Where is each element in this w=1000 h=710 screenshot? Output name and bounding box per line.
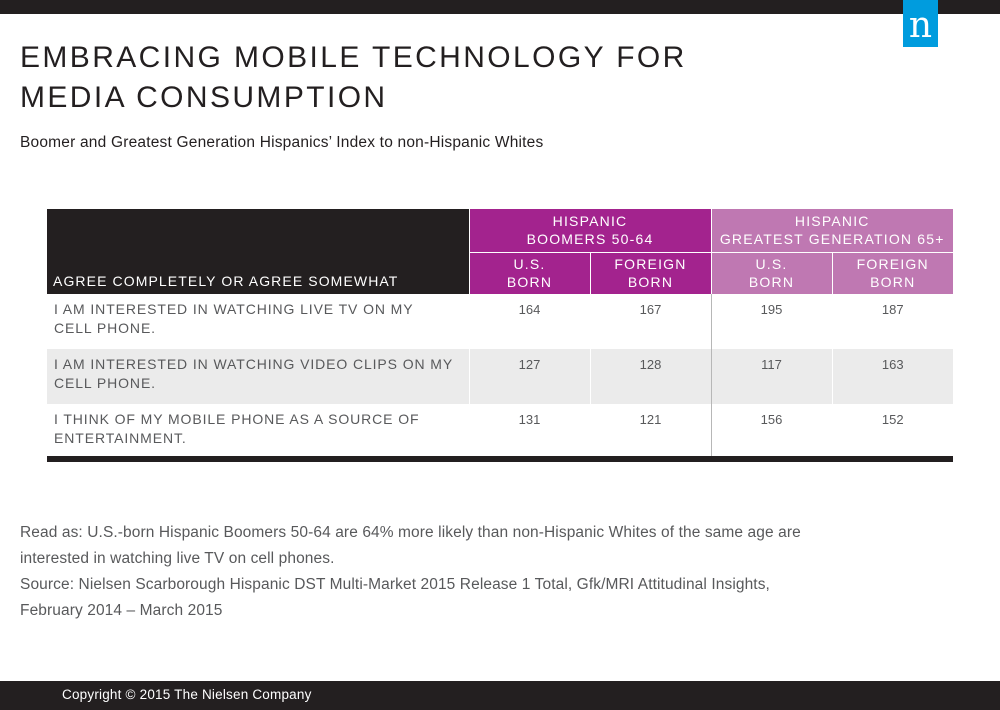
table-row: I AM INTERESTED IN WATCHING LIVE TV ON M…: [47, 294, 954, 349]
table-cell-value: 128: [589, 349, 711, 404]
source-note-line-2: February 2014 – March 2015: [20, 602, 223, 619]
column-header-line-2: BORN: [748, 274, 795, 291]
table-cell-value: 121: [589, 404, 711, 459]
top-bar: [0, 0, 1000, 14]
nielsen-logo: n: [903, 0, 938, 47]
group-header-line-1: HISPANIC: [794, 213, 870, 230]
group-header-boomers: HISPANIC BOOMERS 50-64: [468, 209, 711, 252]
row-label-line-2: ENTERTAINMENT.: [54, 430, 187, 446]
row-label-line-2: CELL PHONE.: [54, 375, 156, 391]
page-title-line-1: EMBRACING MOBILE TECHNOLOGY FOR: [20, 41, 687, 74]
page-title-line-2: MEDIA CONSUMPTION: [20, 81, 388, 114]
row-label-line-1: I THINK OF MY MOBILE PHONE AS A SOURCE O…: [54, 411, 420, 427]
copyright-text: Copyright © 2015 The Nielsen Company: [62, 687, 312, 702]
column-header-line-2: BORN: [506, 274, 553, 291]
column-header-line-1: FOREIGN: [856, 256, 929, 273]
row-label-line-1: I AM INTERESTED IN WATCHING VIDEO CLIPS …: [54, 356, 454, 372]
group-header-line-2: BOOMERS 50-64: [526, 231, 654, 248]
row-label-line-2: CELL PHONE.: [54, 320, 156, 336]
table-row: I THINK OF MY MOBILE PHONE AS A SOURCE O…: [47, 404, 954, 459]
table-cell-value: 164: [468, 294, 590, 349]
group-header-line-1: HISPANIC: [552, 213, 628, 230]
row-label: I AM INTERESTED IN WATCHING VIDEO CLIPS …: [47, 349, 469, 404]
table-cell-value: 195: [710, 294, 832, 349]
row-label-line-1: I AM INTERESTED IN WATCHING LIVE TV ON M…: [54, 301, 414, 317]
table-cell-value: 167: [589, 294, 711, 349]
footer-bar: Copyright © 2015 The Nielsen Company: [0, 681, 1000, 710]
table-cell-value: 131: [468, 404, 590, 459]
column-header-boomers-us-born: U.S. BORN: [468, 251, 590, 294]
table-cell-value: 163: [831, 349, 954, 404]
group-header-greatest-generation: HISPANIC GREATEST GENERATION 65+: [710, 209, 954, 252]
column-header-line-2: BORN: [627, 274, 674, 291]
column-header-boomers-foreign-born: FOREIGN BORN: [589, 251, 711, 294]
nielsen-logo-letter: n: [908, 5, 933, 46]
footnotes: Read as: U.S.-born Hispanic Boomers 50-6…: [20, 520, 920, 624]
table-cell-value: 117: [710, 349, 832, 404]
page-subtitle: Boomer and Greatest Generation Hispanics…: [20, 134, 544, 151]
source-note-line-1: Source: Nielsen Scarborough Hispanic DST…: [20, 576, 770, 593]
column-header-line-2: BORN: [870, 274, 916, 291]
row-label: I THINK OF MY MOBILE PHONE AS A SOURCE O…: [47, 404, 469, 459]
read-as-note-line-2: interested in watching live TV on cell p…: [20, 550, 335, 567]
column-header-line-1: U.S.: [513, 256, 546, 273]
index-table: AGREE COMPLETELY OR AGREE SOMEWHAT HISPA…: [47, 209, 954, 462]
column-header-line-1: U.S.: [755, 256, 788, 273]
table-row: I AM INTERESTED IN WATCHING VIDEO CLIPS …: [47, 349, 954, 404]
table-cell-value: 152: [831, 404, 954, 459]
column-header-line-1: FOREIGN: [614, 256, 687, 273]
page-title: EMBRACING MOBILE TECHNOLOGY FOR MEDIA CO…: [20, 38, 880, 118]
table-cell-value: 156: [710, 404, 832, 459]
table-cell-value: 127: [468, 349, 590, 404]
group-header-line-2: GREATEST GENERATION 65+: [719, 231, 945, 248]
row-header: AGREE COMPLETELY OR AGREE SOMEWHAT: [47, 209, 469, 294]
column-header-greatest-foreign-born: FOREIGN BORN: [831, 251, 954, 294]
read-as-note-line-1: Read as: U.S.-born Hispanic Boomers 50-6…: [20, 524, 801, 541]
table-cell-value: 187: [831, 294, 954, 349]
column-header-greatest-us-born: U.S. BORN: [710, 251, 832, 294]
row-label: I AM INTERESTED IN WATCHING LIVE TV ON M…: [47, 294, 469, 349]
